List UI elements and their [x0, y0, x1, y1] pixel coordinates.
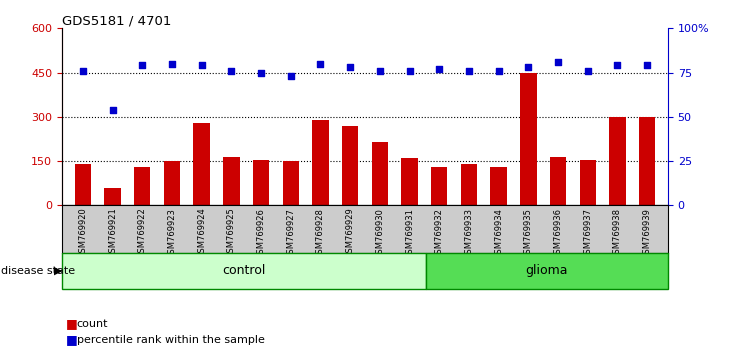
Bar [491, 167, 507, 205]
Bar [342, 126, 358, 205]
Text: GSM769923: GSM769923 [167, 208, 177, 258]
Text: GSM769928: GSM769928 [316, 208, 325, 258]
Text: disease state: disease state [1, 266, 76, 276]
Text: percentile rank within the sample: percentile rank within the sample [77, 335, 264, 345]
Text: GSM769926: GSM769926 [256, 208, 266, 258]
Bar [610, 117, 626, 205]
Text: GSM769934: GSM769934 [494, 208, 503, 258]
Text: GSM769921: GSM769921 [108, 208, 117, 258]
Text: ■: ■ [66, 318, 77, 330]
Bar [520, 73, 537, 205]
Bar [283, 161, 299, 205]
Point [255, 70, 267, 75]
Bar [253, 160, 269, 205]
Point [493, 68, 504, 74]
Point [137, 63, 148, 68]
Text: GSM769930: GSM769930 [375, 208, 385, 258]
Point [434, 66, 445, 72]
Point [523, 64, 534, 70]
Bar [134, 167, 150, 205]
Text: GSM769936: GSM769936 [553, 208, 563, 259]
Text: GSM769920: GSM769920 [78, 208, 88, 258]
Bar [461, 164, 477, 205]
Bar [193, 123, 210, 205]
Point [582, 68, 593, 74]
Bar [312, 120, 328, 205]
Bar [74, 164, 91, 205]
Text: GSM769939: GSM769939 [642, 208, 652, 258]
Text: GSM769932: GSM769932 [435, 208, 444, 258]
Text: ▶: ▶ [54, 266, 63, 276]
Bar [164, 161, 180, 205]
Point [77, 68, 88, 74]
Bar [402, 158, 418, 205]
Text: ■: ■ [66, 333, 77, 346]
Point [285, 73, 296, 79]
Point [374, 68, 385, 74]
Text: control: control [222, 264, 266, 277]
Text: glioma: glioma [526, 264, 568, 277]
Bar [62, 253, 426, 289]
Point [404, 68, 415, 74]
Point [107, 107, 118, 113]
Point [315, 61, 326, 67]
Point [166, 61, 178, 67]
Point [196, 63, 207, 68]
Bar [431, 167, 447, 205]
Point [612, 63, 623, 68]
Bar [550, 156, 566, 205]
Bar [372, 142, 388, 205]
Text: GSM769938: GSM769938 [613, 208, 622, 259]
Text: GSM769925: GSM769925 [227, 208, 236, 258]
Bar [223, 156, 239, 205]
Text: GSM769931: GSM769931 [405, 208, 414, 258]
Text: GSM769933: GSM769933 [464, 208, 474, 259]
Bar [104, 188, 120, 205]
Text: GSM769935: GSM769935 [524, 208, 533, 258]
Point [345, 64, 356, 70]
Point [463, 68, 474, 74]
Point [552, 59, 564, 65]
Point [226, 68, 237, 74]
Text: GSM769922: GSM769922 [138, 208, 147, 258]
Bar [639, 117, 656, 205]
Text: GSM769924: GSM769924 [197, 208, 206, 258]
Text: count: count [77, 319, 108, 329]
Text: GSM769927: GSM769927 [286, 208, 295, 258]
Bar [426, 253, 668, 289]
Text: GSM769937: GSM769937 [583, 208, 592, 259]
Point [642, 63, 653, 68]
Text: GDS5181 / 4701: GDS5181 / 4701 [62, 14, 172, 27]
Bar [580, 160, 596, 205]
Text: GSM769929: GSM769929 [345, 208, 355, 258]
